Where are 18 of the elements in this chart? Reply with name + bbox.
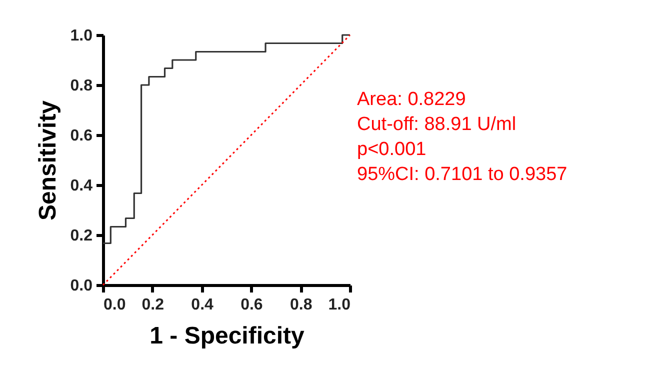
- y-tick-label: 0.2: [70, 228, 93, 244]
- x-tick-label: 0.0: [104, 296, 126, 314]
- text: Area: 0.8229: [357, 88, 467, 112]
- x-axis-title: 1 - Specificity: [150, 322, 306, 350]
- x-tick-label: 0.4: [191, 296, 214, 314]
- text: Cut-off: 88.91 U/ml: [357, 113, 518, 137]
- y-axis-title: Sensitivity: [34, 100, 62, 221]
- y-tick-label: 0.4: [70, 178, 93, 194]
- y-tick-label: 0.8: [70, 78, 93, 94]
- y-tick-label: 0.6: [70, 128, 93, 144]
- x-tick-label: 0.6: [240, 296, 263, 314]
- text: 95%CI: 0.7101 to 0.9357: [357, 163, 568, 187]
- x-tick-label: 0.2: [142, 296, 164, 314]
- x-tick-label: 1.0: [328, 296, 351, 314]
- x-tick-label: 0.8: [290, 296, 312, 314]
- text: p<0.001: [357, 138, 428, 162]
- y-tick-label: 1.0: [70, 28, 93, 44]
- y-tick-label: 0.0: [70, 278, 93, 294]
